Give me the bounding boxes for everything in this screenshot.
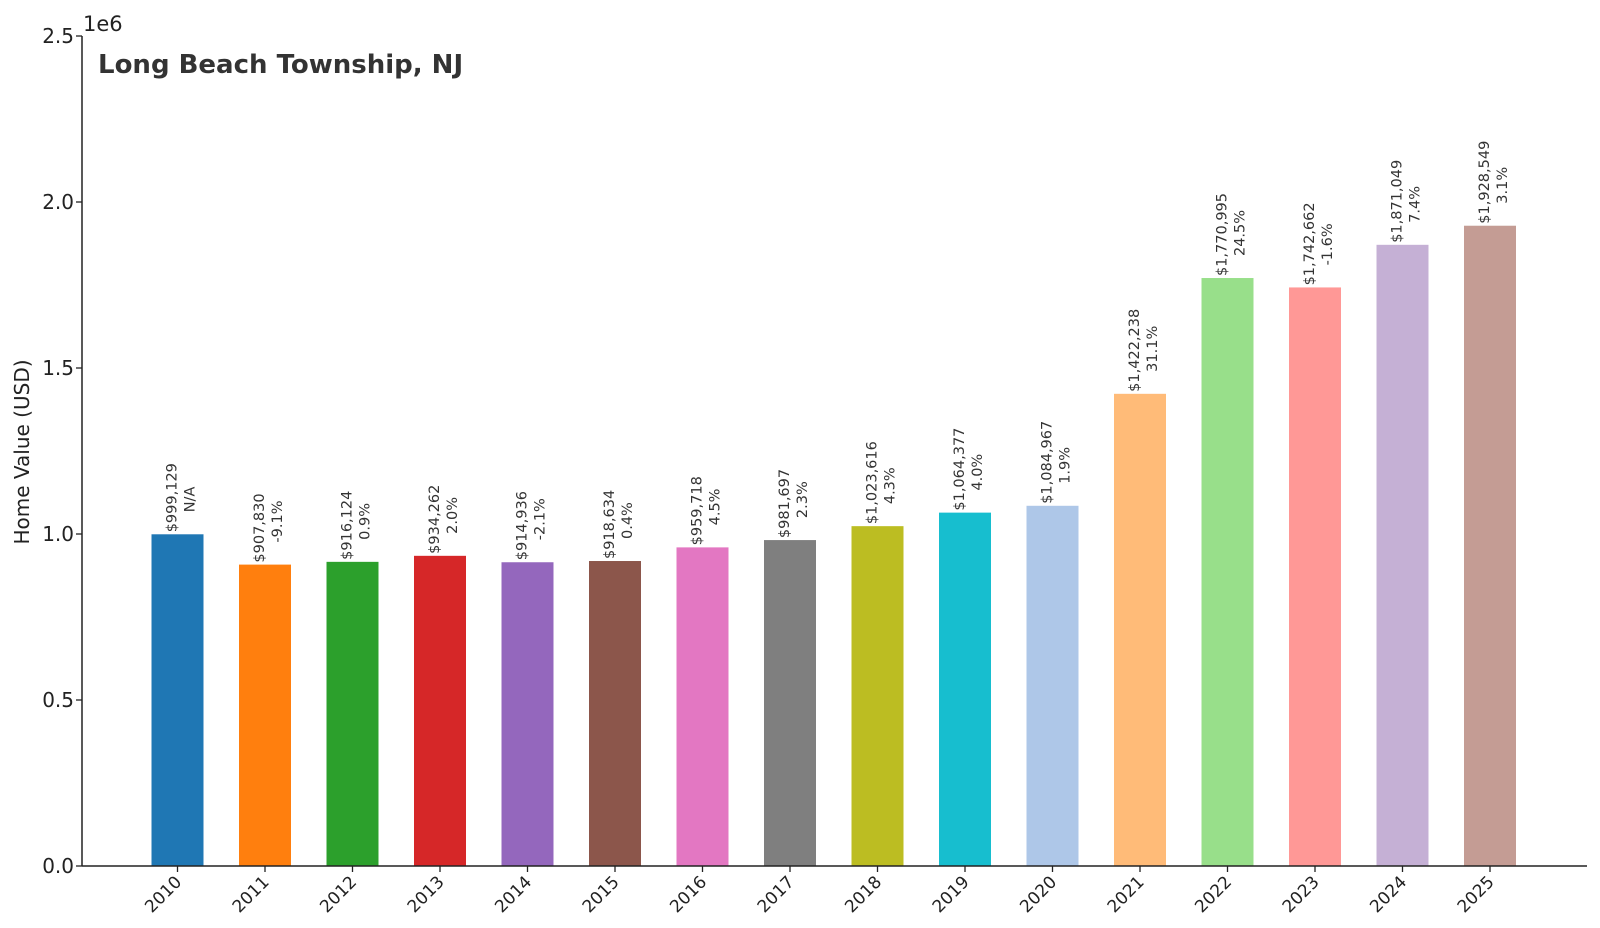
value-label-2016: $959,718 [690,476,706,545]
y-axis: 0.0 0.5 1.0 1.5 2.0 2.5 [42,24,83,878]
bar-2012 [326,561,379,866]
bars-group [151,225,1516,866]
x-tick-label-2021: 2021 [1104,872,1149,917]
x-tick-label-2010: 2010 [141,872,186,917]
change-label-2025: 3.1% [1495,167,1511,204]
x-tick-label-2013: 2013 [404,872,449,917]
bar-2011 [239,564,291,866]
value-label-2023: $1,742,662 [1302,202,1318,285]
change-label-2012: 0.9% [358,503,374,540]
bar-2018 [851,526,904,866]
change-label-2021: 31.1% [1145,326,1161,372]
y-tick-label-1: 0.5 [42,688,74,712]
change-label-2023: -1.6% [1320,223,1336,265]
value-label-2013: $934,262 [427,485,443,554]
x-tick-label-2019: 2019 [929,872,974,917]
change-label-2019: 4.0% [970,454,986,491]
change-label-2015: 0.4% [620,502,636,539]
x-tick-label-2016: 2016 [666,872,711,917]
value-label-2024: $1,871,049 [1390,160,1406,243]
bar-2024 [1376,244,1429,866]
x-tick-label-2024: 2024 [1366,872,1411,917]
change-label-2020: 1.9% [1058,447,1074,484]
change-label-2024: 7.4% [1408,186,1424,223]
value-label-2021: $1,422,238 [1127,309,1143,392]
value-label-2019: $1,064,377 [952,428,968,511]
change-label-2011: -9.1% [270,501,286,543]
x-tick-label-2015: 2015 [579,872,624,917]
bar-2020 [1026,505,1079,866]
bar-2013 [414,555,466,866]
value-label-2010: $999,129 [165,463,181,532]
x-tick-label-2012: 2012 [316,872,361,917]
bar-2016 [676,547,729,866]
y-axis-offset-text: 1e6 [83,12,123,36]
x-tick-label-2020: 2020 [1016,872,1061,917]
value-label-2014: $914,936 [515,491,531,560]
x-tick-label-2014: 2014 [491,872,536,917]
y-tick-label-5: 2.5 [42,24,74,48]
change-label-2017: 2.3% [795,481,811,518]
bar-2023 [1289,287,1341,866]
change-label-2010: N/A [183,487,199,513]
value-label-2022: $1,770,995 [1215,193,1231,276]
change-label-2013: 2.0% [445,497,461,534]
x-axis: 2010 2011 2012 2013 2014 2015 2016 2017 2018 2019… [82,865,1587,917]
bar-2014 [501,562,554,866]
value-label-2018: $1,023,616 [865,441,881,524]
value-label-2017: $981,697 [777,469,793,538]
chart-title: Long Beach Township, NJ [98,50,463,80]
bar-labels-group: $999,129 N/A $907,830 -9.1% $916,124 0.9% $934… [165,141,1512,563]
value-label-2025: $1,928,549 [1477,141,1493,224]
bar-2019 [939,512,991,866]
value-label-2012: $916,124 [340,491,356,560]
bar-2015 [589,561,641,866]
y-tick-label-2: 1.0 [42,522,74,546]
x-tick-label-2011: 2011 [229,872,274,917]
x-tick-label-2017: 2017 [754,872,799,917]
bar-2022 [1201,278,1254,866]
change-label-2018: 4.3% [883,467,899,504]
bar-2010 [151,534,204,866]
x-tick-label-2018: 2018 [841,872,886,917]
value-label-2011: $907,830 [252,493,268,562]
y-axis-label: Home Value (USD) [10,359,34,544]
y-tick-label-3: 1.5 [42,356,74,380]
x-tick-label-2023: 2023 [1279,872,1324,917]
bar-2017 [764,540,816,866]
bar-2021 [1114,393,1166,866]
x-tick-label-2022: 2022 [1191,872,1236,917]
y-tick-label-0: 0.0 [42,854,74,878]
change-label-2016: 4.5% [708,489,724,526]
change-label-2022: 24.5% [1233,210,1249,256]
bar-2025 [1464,225,1516,866]
x-tick-label-2025: 2025 [1454,872,1499,917]
value-label-2020: $1,084,967 [1040,421,1056,504]
y-tick-label-4: 2.0 [42,190,74,214]
change-label-2014: -2.1% [533,498,549,540]
value-label-2015: $918,634 [602,490,618,559]
